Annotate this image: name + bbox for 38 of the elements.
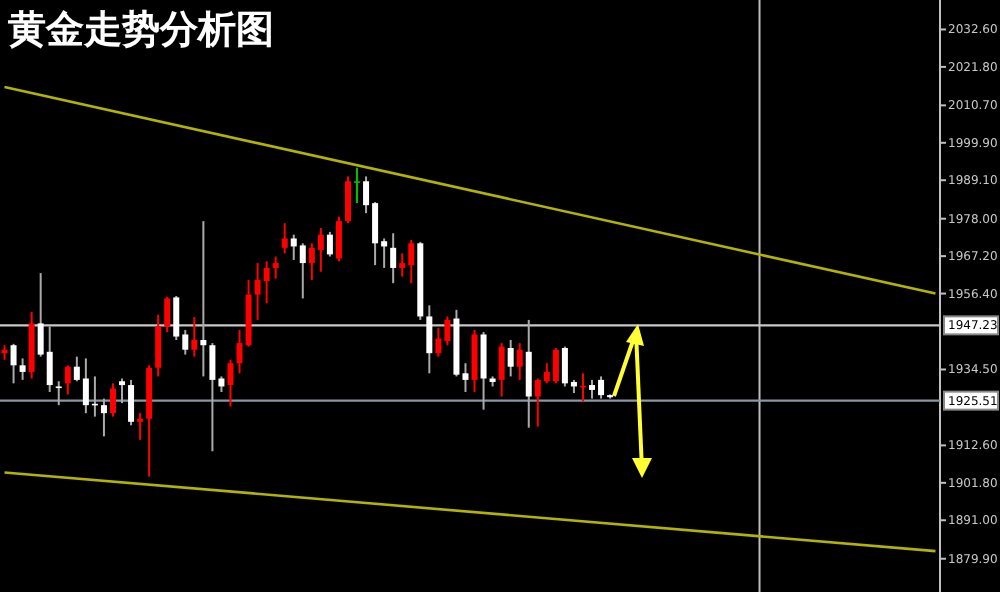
candlestick	[299, 242, 306, 300]
candlestick	[335, 215, 342, 263]
candlestick	[128, 378, 135, 427]
candlestick	[263, 260, 270, 305]
candlestick	[191, 316, 198, 358]
candlestick	[326, 230, 333, 258]
candlestick	[55, 380, 62, 407]
candlestick	[435, 326, 442, 358]
candlestick	[589, 378, 596, 400]
candlestick	[507, 339, 514, 378]
candlestick	[19, 357, 26, 381]
candlestick	[272, 255, 279, 280]
candlestick	[354, 166, 361, 205]
candlestick	[164, 295, 171, 334]
candlestick	[317, 227, 324, 273]
candlestick	[173, 295, 180, 342]
candlestick	[516, 342, 523, 381]
candlestick	[426, 304, 433, 375]
title: 黄金走势分析图	[8, 8, 274, 52]
candlestick	[498, 342, 505, 398]
candlestick	[552, 346, 559, 385]
candlestick	[200, 220, 207, 378]
candlestick	[10, 342, 17, 385]
candlestick	[64, 364, 71, 396]
candlestick	[480, 331, 487, 411]
candlestick	[155, 313, 162, 378]
candlestick	[344, 175, 351, 225]
candlestick	[281, 222, 288, 255]
candlestick	[109, 382, 116, 418]
candlestick	[46, 325, 53, 394]
candlestick	[227, 358, 234, 408]
candlestick	[137, 412, 144, 441]
candlestick	[209, 342, 216, 453]
candlestick	[100, 397, 107, 438]
candlestick	[525, 318, 532, 429]
candlestick	[471, 328, 478, 394]
candlestick	[119, 377, 126, 405]
candlestick	[390, 232, 397, 285]
